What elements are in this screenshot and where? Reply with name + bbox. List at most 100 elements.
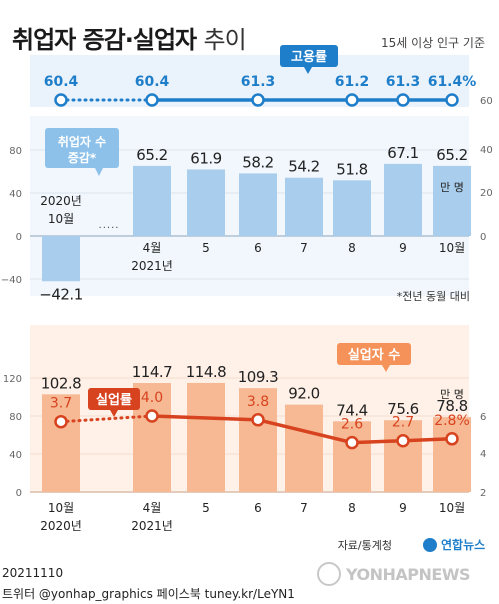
bottom-x-tick-label-year: 2020년 (40, 519, 82, 533)
top-bar (239, 173, 277, 236)
top-bar (333, 180, 371, 236)
logo-icon (423, 538, 437, 552)
bottom-line-value-label: 3.7 (50, 396, 72, 412)
top-left-tick-label: 40 (9, 189, 22, 200)
top-x-tick-label: 10월 (439, 241, 465, 255)
bottom-line-point (145, 409, 159, 423)
top-x-tick-label-month: 10월 (48, 212, 74, 226)
top-bar-value-label: 58.2 (242, 153, 273, 171)
top-x-tick-label-year: 2021년 (131, 259, 173, 273)
basis-note: 15세 이상 인구 기준 (381, 36, 485, 50)
bottom-x-tick-label: 9 (399, 501, 407, 515)
top-right-tick-label: 40 (480, 145, 493, 156)
top-line-value-label: 60.4 (135, 74, 170, 90)
bottom-bar (384, 420, 422, 492)
bottom-x-tick-label-year: 2021년 (131, 519, 173, 533)
top-bar-value-label: 65.2 (136, 146, 167, 164)
top-x-tick-label: 6 (254, 241, 262, 255)
bottom-bar-value-label: 114.7 (132, 363, 172, 381)
bottom-left-tick-label: 80 (9, 412, 22, 423)
top-bar (42, 236, 80, 282)
top-line-point (445, 93, 459, 107)
page-title-sub: 추이 (203, 26, 246, 54)
top-gap-mark: ····· (99, 223, 120, 234)
top-line-point (145, 93, 159, 107)
bottom-x-tick-label: 7 (300, 501, 308, 515)
top-x-tick-label: 5 (202, 241, 210, 255)
top-left-tick-label: 80 (9, 146, 22, 157)
top-unit-label: 만 명 (440, 181, 464, 194)
bottom-bar (433, 417, 471, 492)
bottom-line-point (54, 414, 68, 429)
top-bar-value-label: −42.1 (39, 285, 82, 303)
top-bar (187, 169, 225, 236)
bottom-line-point (345, 435, 359, 450)
top-bar-legend-label-2: 증감* (68, 150, 97, 165)
bottom-left-tick-label: 40 (9, 450, 22, 461)
bottom-line-value-label: 2.7 (392, 415, 414, 431)
top-line-legend-label: 고용률 (291, 49, 327, 65)
bottom-bar (239, 388, 277, 492)
bottom-bar-value-label: 102.8 (41, 374, 81, 392)
bottom-right-tick-label: 2 (480, 488, 486, 499)
top-right-tick-label: 20 (480, 188, 493, 199)
top-line-value-label: 61.4% (428, 74, 477, 90)
bottom-bar (42, 394, 80, 492)
top-bar-value-label: 51.8 (336, 160, 367, 178)
bottom-line-value-label: 2.8% (434, 413, 470, 429)
watermark-icon (317, 562, 341, 586)
bottom-bar-value-label: 109.3 (238, 368, 278, 386)
top-x-tick-label: 9 (399, 241, 407, 255)
logo-text: 연합뉴스 (441, 537, 485, 552)
bottom-x-tick-label: 4월 (143, 501, 162, 515)
bottom-bar (333, 421, 371, 492)
footer-social: 트위터 @yonhap_graphics 페이스북 tuney.kr/LeYN1 (2, 587, 295, 601)
bottom-bar-value-label: 74.4 (336, 401, 367, 419)
top-left-tick-label: −40 (1, 275, 22, 286)
bottom-bar-value-label: 114.8 (186, 363, 226, 381)
bottom-left-tick-label: 0 (16, 488, 22, 499)
top-bar-value-label: 54.2 (288, 158, 319, 176)
top-bar (285, 177, 323, 236)
top-bar (384, 163, 422, 236)
bottom-bar-value-label: 78.8 (436, 397, 467, 415)
top-bar-legend-box (45, 128, 119, 168)
top-bar-value-label: 67.1 (387, 144, 418, 162)
bottom-line-point (251, 413, 265, 427)
top-bar (433, 165, 471, 236)
top-line-point (251, 93, 265, 107)
bottom-x-tick-label: 10월 (48, 501, 74, 515)
top-x-tick-label: 2020년 (40, 194, 82, 208)
bottom-x-tick-label: 10월 (439, 501, 465, 515)
top-footnote: *전년 동월 대비 (397, 290, 470, 303)
bottom-bar-legend-pointer (382, 365, 390, 372)
bottom-left-tick-label: 120 (3, 374, 22, 385)
bottom-right-tick-label: 6 (480, 412, 486, 423)
source-note: 자료/통계청 (338, 539, 392, 552)
bottom-line-legend-label: 실업률 (96, 392, 132, 408)
bottom-line-legend-pointer (110, 410, 118, 417)
bottom-line-value-label: 2.6 (341, 417, 363, 433)
bottom-bar-legend-box (337, 343, 411, 365)
top-x-tick-label: 7 (300, 241, 308, 255)
bottom-line-point (396, 433, 410, 448)
top-line-value-label: 60.4 (44, 74, 79, 90)
bottom-bar (187, 382, 225, 492)
bottom-x-tick-label: 6 (254, 501, 262, 515)
top-line-value-label: 61.2 (335, 74, 370, 90)
top-right-tick-label: 0 (480, 232, 486, 243)
bottom-line-value-label: 4.0 (141, 390, 163, 406)
top-x-tick-label: 4월 (143, 241, 162, 255)
top-line-legend-box (280, 45, 338, 67)
bottom-right-tick-label: 4 (480, 449, 486, 460)
top-bar-value-label: 65.2 (436, 146, 467, 164)
bottom-line-point (445, 432, 459, 446)
bottom-line-legend-box (88, 388, 140, 410)
top-line-value-label: 61.3 (241, 74, 276, 90)
top-line-point (54, 93, 68, 107)
bottom-unit-label: 만 명 (440, 388, 464, 401)
bottom-bar (285, 404, 323, 492)
page-title-main: 취업자 증감·실업자 (12, 26, 197, 54)
